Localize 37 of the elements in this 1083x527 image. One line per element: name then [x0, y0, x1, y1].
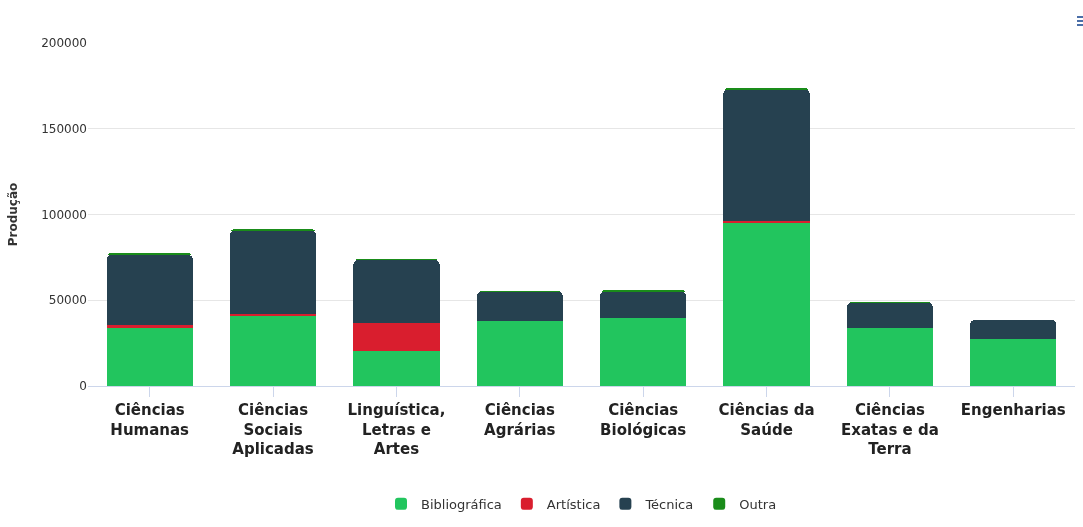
- bar: [106, 327, 193, 386]
- bar: [723, 89, 810, 222]
- bar: [970, 319, 1057, 339]
- x-tick-label: Ciências Exatas e da Terra: [841, 401, 939, 458]
- bar: [229, 313, 317, 316]
- bar: [476, 291, 563, 321]
- x-tick-label: Ciências Biológicas: [600, 401, 687, 439]
- y-tick-label: 150000: [41, 121, 87, 136]
- bar: [476, 320, 563, 386]
- x-tick-label: Ciências Agrárias: [484, 401, 556, 439]
- x-tick-label: Engenharias: [960, 401, 1066, 419]
- bar: [353, 259, 440, 324]
- bar: [723, 222, 810, 386]
- bar: [600, 291, 687, 319]
- bar: [846, 302, 934, 328]
- y-tick-label: 0: [79, 379, 87, 394]
- legend-label: Técnica: [644, 496, 694, 512]
- bar: [229, 230, 317, 314]
- bar: [353, 323, 440, 351]
- bar: [353, 350, 440, 386]
- bar: [970, 338, 1057, 386]
- y-tick-label: 200000: [41, 36, 87, 51]
- legend-label: Artística: [546, 496, 601, 512]
- bar: [106, 254, 193, 326]
- legend-label: Outra: [739, 496, 777, 512]
- bar: [846, 327, 934, 386]
- bar: [106, 325, 193, 328]
- y-axis-title: Produção: [6, 182, 21, 247]
- y-tick-label: 50000: [48, 293, 87, 308]
- y-tick-label: 100000: [41, 207, 87, 222]
- x-tick-label: Ciências Humanas: [110, 401, 190, 439]
- x-tick-label: Linguística, Letras e Artes: [347, 401, 446, 458]
- x-tick-label: Ciências da Saúde: [718, 401, 815, 439]
- legend-label: Bibliográfica: [421, 496, 502, 512]
- x-tick-label: Ciências Sociais Aplicadas: [232, 401, 314, 458]
- bar: [229, 315, 317, 386]
- bar: [600, 318, 687, 386]
